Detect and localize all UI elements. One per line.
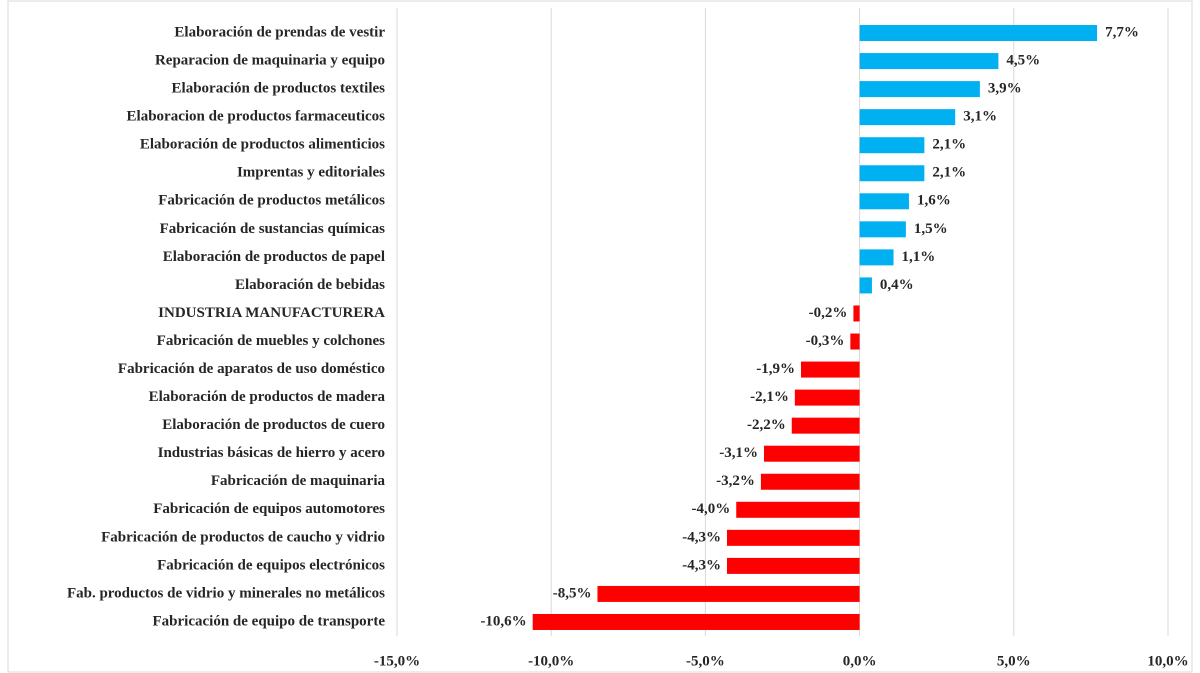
data-label: 1,5% [914, 221, 948, 237]
x-tick-label: 10,0% [1147, 653, 1188, 669]
y-tick-label: Fabricación de productos de caucho y vid… [101, 529, 385, 545]
data-label: -4,3% [682, 557, 721, 573]
bar [853, 305, 860, 322]
bar [859, 25, 1098, 42]
data-label: -3,2% [716, 473, 755, 489]
y-tick-label: Elaboración de productos de cuero [162, 417, 385, 433]
bar [736, 501, 860, 518]
bar [597, 585, 860, 602]
y-tick-label: Elaboración de productos alimenticios [140, 137, 385, 153]
bar [760, 473, 860, 490]
data-label: 2,1% [932, 137, 966, 153]
bar [850, 333, 860, 350]
data-label: -4,0% [691, 501, 730, 517]
x-tick-label: -15,0% [374, 653, 420, 669]
bar [532, 613, 860, 630]
data-label: -4,3% [682, 529, 721, 545]
y-tick-label: Imprentas y editoriales [237, 165, 385, 181]
bar [859, 53, 999, 70]
y-tick-label: Fabricación de muebles y colchones [157, 333, 385, 349]
bar [859, 249, 894, 266]
y-tick-label: INDUSTRIA MANUFACTURERA [158, 305, 385, 321]
y-tick-label: Fabricación de maquinaria [211, 473, 386, 489]
y-tick-label: Fab. productos de vidrio y minerales no … [67, 585, 385, 601]
chart-border [7, 0, 1193, 673]
y-tick-label: Fabricación de sustancias químicas [160, 221, 386, 237]
y-tick-label: Fabricación de equipo de transporte [153, 613, 386, 629]
bar [726, 557, 860, 574]
data-label: -2,1% [750, 389, 789, 405]
x-tick-label: 0,0% [843, 653, 877, 669]
data-label: 1,1% [902, 249, 936, 265]
x-tick-label: -5,0% [686, 653, 725, 669]
y-tick-label: Elaboración de prendas de vestir [174, 24, 385, 40]
bar [859, 221, 906, 238]
bar [791, 417, 860, 434]
data-label: 3,9% [988, 81, 1022, 97]
bar [726, 529, 860, 546]
x-tick-label: 5,0% [997, 653, 1031, 669]
data-label: -2,2% [747, 417, 786, 433]
data-label: -0,2% [809, 305, 848, 321]
data-label: 1,6% [917, 193, 951, 209]
y-tick-label: Elaboración de productos de madera [149, 389, 386, 405]
y-tick-label: Fabricación de equipos electrónicos [157, 557, 385, 573]
data-label: 0,4% [880, 277, 914, 293]
y-tick-label: Reparacion de maquinaria y equipo [155, 53, 385, 69]
y-tick-label: Fabricación de aparatos de uso doméstico [118, 361, 385, 377]
data-label: -1,9% [756, 361, 795, 377]
y-tick-label: Industrias básicas de hierro y acero [158, 445, 385, 461]
bar [801, 361, 860, 378]
data-label: 2,1% [932, 165, 966, 181]
y-tick-label: Fabricación de equipos automotores [153, 501, 385, 517]
x-tick-label: -10,0% [528, 653, 574, 669]
y-tick-label: Elaboracion de productos farmaceuticos [127, 109, 386, 125]
bar [859, 193, 909, 210]
data-label: -8,5% [553, 585, 592, 601]
bar [859, 165, 925, 182]
bar [859, 277, 872, 294]
data-label: 7,7% [1105, 24, 1139, 40]
data-label: -10,6% [480, 613, 526, 629]
bar [859, 81, 980, 98]
bar [794, 389, 860, 406]
data-label: 3,1% [963, 109, 997, 125]
bar [859, 109, 956, 126]
data-label: -0,3% [806, 333, 845, 349]
bar [859, 137, 925, 154]
y-tick-label: Fabricación de productos metálicos [158, 193, 385, 209]
data-label: 4,5% [1006, 53, 1040, 69]
y-tick-label: Elaboración de productos de papel [163, 249, 385, 265]
bar [763, 445, 860, 462]
y-tick-label: Elaboración de bebidas [235, 277, 385, 293]
y-tick-label: Elaboración de productos textiles [172, 81, 386, 97]
data-label: -3,1% [719, 445, 758, 461]
